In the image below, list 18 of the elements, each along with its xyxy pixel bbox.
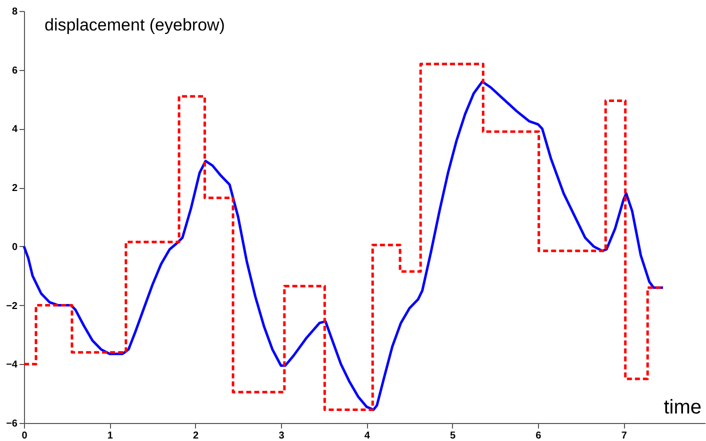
x-tick-label: 0 bbox=[22, 430, 28, 441]
y-tick-label: 8 bbox=[12, 6, 18, 18]
x-tick-label: 2 bbox=[193, 430, 200, 441]
y-tick-label: 2 bbox=[12, 183, 18, 194]
x-tick-label: 1 bbox=[107, 430, 114, 441]
x-tick-label: 7 bbox=[621, 430, 628, 441]
x-tick-label: 5 bbox=[450, 430, 456, 441]
y-tick-label: −4 bbox=[6, 360, 18, 371]
x-axis-title: time bbox=[664, 396, 702, 418]
x-tick-label: 6 bbox=[536, 430, 542, 441]
y-tick-label: 6 bbox=[12, 65, 18, 76]
x-tick-label: 4 bbox=[364, 430, 370, 441]
x-tick-label: 3 bbox=[278, 430, 285, 441]
y-tick-label: −6 bbox=[6, 418, 18, 430]
y-axis-title: displacement (eyebrow) bbox=[44, 16, 225, 34]
y-tick-label: −2 bbox=[6, 300, 18, 312]
y-tick-label: 4 bbox=[12, 124, 18, 136]
y-tick-label: 0 bbox=[12, 242, 18, 253]
